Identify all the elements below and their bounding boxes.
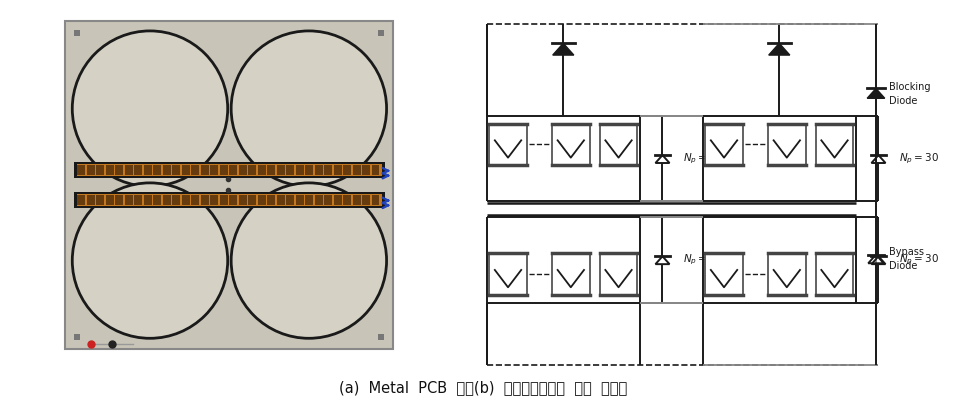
Bar (173, 195, 180, 205)
Text: $N_{p}=30$: $N_{p}=30$ (683, 252, 723, 267)
Bar (705, 253, 743, 295)
Bar (77, 195, 85, 205)
Bar (315, 195, 323, 205)
Bar (362, 165, 370, 175)
Bar (489, 124, 526, 165)
Bar (258, 165, 266, 175)
Bar (163, 165, 171, 175)
Bar (362, 195, 370, 205)
Bar (353, 195, 360, 205)
Bar (305, 195, 313, 205)
Bar (325, 165, 332, 175)
Bar (220, 165, 228, 175)
Bar (116, 195, 123, 205)
Bar (768, 253, 806, 295)
Bar (106, 165, 114, 175)
Bar (815, 124, 853, 165)
Bar (106, 195, 114, 205)
Bar (182, 165, 189, 175)
Bar (182, 195, 189, 205)
Bar (372, 195, 380, 205)
Bar (220, 195, 228, 205)
Bar (76, 164, 383, 176)
Circle shape (72, 31, 228, 186)
Bar (334, 165, 342, 175)
Bar (134, 165, 142, 175)
Text: $N_{p}=30$: $N_{p}=30$ (898, 152, 938, 166)
Bar (154, 195, 161, 205)
Text: Bypass
Diode: Bypass Diode (889, 247, 923, 271)
Bar (144, 195, 152, 205)
Polygon shape (769, 43, 790, 55)
Bar (87, 195, 95, 205)
Bar (705, 124, 743, 165)
Bar (768, 124, 806, 165)
Bar (334, 195, 342, 205)
Bar (296, 165, 303, 175)
Text: (a)  Metal  PCB  사진(b)  집광형태양전지  모듈  회로도: (a) Metal PCB 사진(b) 집광형태양전지 모듈 회로도 (339, 380, 627, 395)
Bar (163, 195, 171, 205)
Bar (97, 195, 104, 205)
Bar (277, 195, 285, 205)
Text: $N_{p}=30$: $N_{p}=30$ (898, 252, 938, 267)
Bar (211, 165, 218, 175)
Bar (258, 195, 266, 205)
Bar (76, 194, 383, 206)
Bar (230, 195, 237, 205)
Bar (372, 165, 380, 175)
Bar (97, 165, 104, 175)
Bar (230, 165, 237, 175)
Bar (325, 195, 332, 205)
Bar (191, 165, 199, 175)
Polygon shape (553, 43, 574, 55)
Bar (125, 165, 132, 175)
Bar (248, 165, 256, 175)
Bar (343, 195, 351, 205)
Bar (211, 195, 218, 205)
Bar (144, 165, 152, 175)
Bar (74, 191, 384, 208)
Bar (191, 195, 199, 205)
Bar (277, 165, 285, 175)
Circle shape (231, 183, 386, 338)
Bar (134, 195, 142, 205)
Bar (268, 165, 275, 175)
Bar (296, 195, 303, 205)
Bar (248, 195, 256, 205)
Circle shape (72, 183, 228, 338)
Bar (201, 195, 209, 205)
Bar (305, 165, 313, 175)
Bar (552, 253, 589, 295)
Bar (125, 195, 132, 205)
Bar (600, 124, 638, 165)
Bar (286, 165, 294, 175)
Bar (343, 165, 351, 175)
Circle shape (231, 31, 386, 186)
Bar (173, 165, 180, 175)
Bar (489, 253, 526, 295)
Bar (552, 124, 589, 165)
Text: Blocking
Diode: Blocking Diode (889, 82, 930, 106)
Bar (268, 195, 275, 205)
Polygon shape (867, 89, 885, 98)
Bar (600, 253, 638, 295)
Bar (201, 165, 209, 175)
Bar (239, 165, 246, 175)
Bar (116, 165, 123, 175)
Bar (74, 162, 384, 178)
Bar (239, 195, 246, 205)
Bar (77, 165, 85, 175)
Bar (815, 253, 853, 295)
Bar (286, 195, 294, 205)
Bar (87, 165, 95, 175)
Text: $N_{p}=30$: $N_{p}=30$ (683, 152, 723, 166)
Bar (154, 165, 161, 175)
Bar (353, 165, 360, 175)
Bar (315, 165, 323, 175)
